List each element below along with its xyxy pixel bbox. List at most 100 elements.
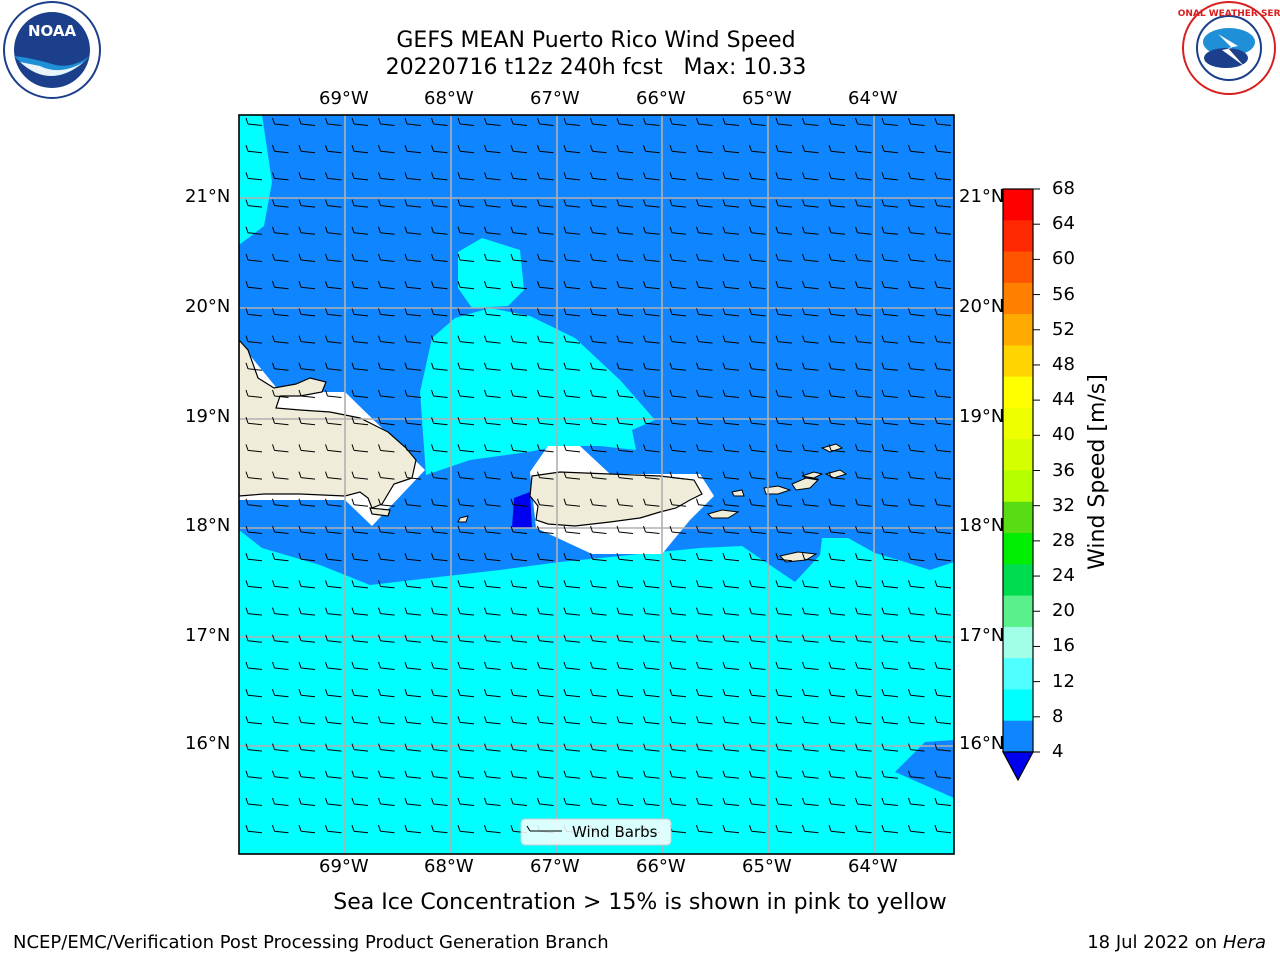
wind-barb bbox=[855, 335, 872, 344]
wind-barb bbox=[749, 417, 766, 426]
wind-barb bbox=[802, 553, 819, 562]
wind-barb bbox=[272, 444, 289, 453]
wind-barb bbox=[828, 525, 846, 534]
wind-barb bbox=[722, 770, 740, 779]
wind-barb bbox=[457, 199, 475, 208]
wind-barb bbox=[510, 199, 528, 208]
wind-barb bbox=[855, 689, 872, 698]
wind-barb bbox=[563, 172, 581, 181]
wind-barb bbox=[908, 525, 925, 534]
wind-barb bbox=[855, 743, 872, 752]
colorbar-segment bbox=[1003, 564, 1033, 597]
colorbar-segment bbox=[1003, 189, 1033, 221]
wind-barb bbox=[722, 553, 740, 562]
wind-barb bbox=[855, 417, 872, 426]
wind-barb bbox=[510, 281, 528, 290]
wind-barb bbox=[722, 825, 740, 834]
wind-barb bbox=[325, 281, 342, 290]
wind-barb bbox=[696, 145, 713, 154]
wind-barb bbox=[590, 525, 607, 534]
wind-barb bbox=[616, 743, 634, 752]
wind-barb bbox=[537, 117, 554, 126]
colorbar-segment bbox=[1003, 220, 1033, 253]
wind-barb bbox=[298, 553, 316, 562]
wind-barb bbox=[802, 444, 819, 453]
wind-barb bbox=[378, 607, 395, 616]
wind-barb bbox=[404, 145, 422, 154]
wind-barb bbox=[378, 634, 395, 643]
wind-barb bbox=[272, 498, 289, 507]
wind-barb bbox=[272, 634, 289, 643]
wind-barb bbox=[855, 634, 872, 643]
wind-barb bbox=[616, 199, 634, 208]
wind-barb bbox=[378, 797, 395, 806]
wind-barb bbox=[934, 498, 952, 507]
wind-barb bbox=[855, 389, 872, 398]
wind-barb bbox=[643, 661, 660, 670]
wind-barb bbox=[669, 607, 687, 616]
wind-barb bbox=[934, 553, 952, 562]
wind-barb bbox=[669, 525, 687, 534]
wind-barb bbox=[590, 172, 607, 181]
wind-barb bbox=[298, 362, 316, 371]
wind-barb bbox=[298, 525, 316, 534]
wind-barb bbox=[563, 417, 581, 426]
wind-barb bbox=[722, 417, 740, 426]
wind-barb bbox=[855, 362, 872, 371]
wind-barb bbox=[563, 743, 581, 752]
wind-barb bbox=[484, 199, 501, 208]
wind-barb bbox=[616, 770, 634, 779]
wind-barb bbox=[828, 661, 846, 670]
wind-barb bbox=[457, 716, 475, 725]
wind-barb bbox=[563, 553, 581, 562]
colorbar-tick-label: 64 bbox=[1052, 213, 1075, 235]
wind-barb bbox=[351, 634, 369, 643]
wind-barb bbox=[669, 199, 687, 208]
wind-barb bbox=[828, 607, 846, 616]
colorbar-segment bbox=[1003, 720, 1033, 753]
wind-barb bbox=[484, 226, 501, 235]
wind-barb bbox=[404, 389, 422, 398]
wind-barb bbox=[749, 580, 766, 589]
wind-barb bbox=[590, 389, 607, 398]
wind-barb bbox=[908, 689, 925, 698]
wind-barb bbox=[563, 607, 581, 616]
wind-barb bbox=[696, 199, 713, 208]
wind-barb bbox=[749, 226, 766, 235]
wind-barb bbox=[378, 716, 395, 725]
wind-barb bbox=[855, 716, 872, 725]
land-puerto-rico bbox=[529, 471, 703, 527]
colorbar-tick-label: 24 bbox=[1052, 565, 1075, 587]
wind-barb bbox=[351, 335, 369, 344]
wind-barb bbox=[881, 362, 899, 371]
wind-barb bbox=[908, 607, 925, 616]
wind-barb bbox=[510, 145, 528, 154]
wind-barb bbox=[510, 661, 528, 670]
wind-barb bbox=[484, 417, 501, 426]
wind-barb bbox=[298, 199, 316, 208]
wind-barb bbox=[537, 308, 554, 317]
wind-barb bbox=[934, 199, 952, 208]
wind-barb bbox=[669, 417, 687, 426]
wind-barb bbox=[351, 716, 369, 725]
wind-barb bbox=[590, 580, 607, 589]
wind-barb bbox=[351, 607, 369, 616]
wind-barb bbox=[484, 335, 501, 344]
wind-barb bbox=[722, 172, 740, 181]
wind-barb bbox=[802, 471, 819, 480]
footer-date-text: 18 Jul 2022 on bbox=[1087, 932, 1223, 953]
wind-barb bbox=[616, 253, 634, 262]
wind-barb bbox=[775, 743, 793, 752]
wind-barb bbox=[616, 281, 634, 290]
wind-barb bbox=[696, 417, 713, 426]
wind-barb bbox=[378, 770, 395, 779]
wind-barb bbox=[272, 226, 289, 235]
wind-barb bbox=[908, 770, 925, 779]
wind-barb bbox=[245, 253, 263, 262]
wind-barb bbox=[749, 797, 766, 806]
wind-barb bbox=[431, 770, 448, 779]
wind-barb bbox=[881, 444, 899, 453]
wind-barb bbox=[590, 117, 607, 126]
colorbar-tick-label: 36 bbox=[1052, 459, 1075, 481]
wind-barb bbox=[828, 743, 846, 752]
